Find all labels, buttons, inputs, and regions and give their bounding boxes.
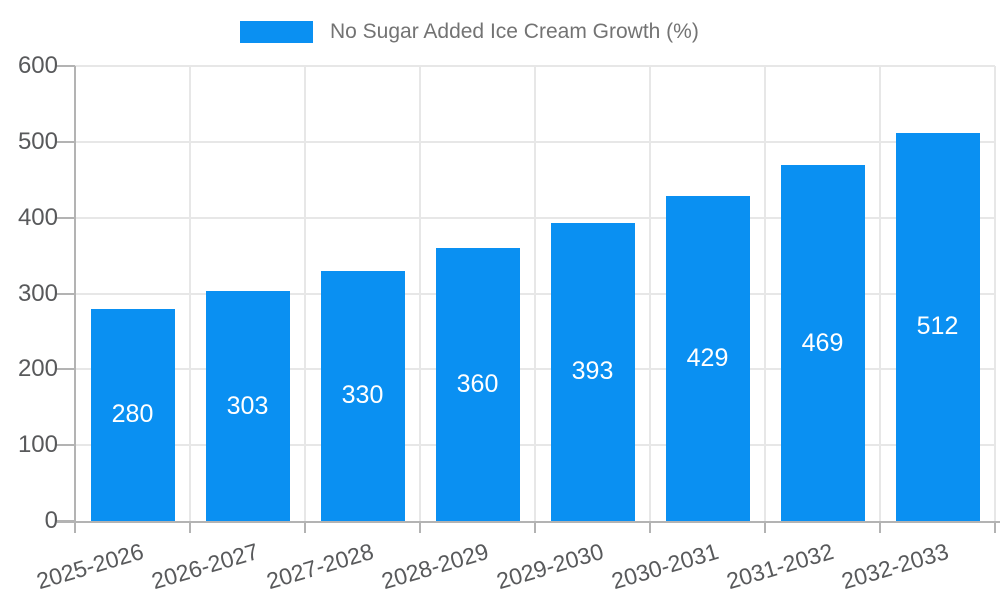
x-axis-line — [57, 521, 1000, 523]
y-tick-mark — [57, 140, 75, 143]
y-tick-label: 400 — [17, 203, 58, 231]
y-tick-mark — [57, 292, 75, 295]
y-tick-label: 300 — [17, 279, 58, 307]
x-tick-mark — [764, 521, 766, 533]
y-tick-mark — [57, 216, 75, 219]
bar-value-label: 393 — [571, 357, 614, 386]
bar[interactable]: 393 — [550, 222, 635, 521]
y-tick-mark — [57, 368, 75, 371]
gridline-v — [879, 66, 881, 521]
bar-value-label: 512 — [916, 312, 959, 341]
bar[interactable]: 280 — [90, 308, 175, 521]
x-tick-mark — [649, 521, 651, 533]
bar-value-label: 469 — [801, 328, 844, 357]
y-tick-mark — [57, 444, 75, 447]
y-tick-label: 500 — [17, 127, 58, 155]
gridline-v — [764, 66, 766, 521]
bar-value-label: 360 — [456, 370, 499, 398]
bar[interactable]: 360 — [435, 248, 520, 521]
gridline-v — [189, 66, 191, 521]
gridline-v — [994, 66, 996, 521]
gridline-v — [304, 66, 306, 521]
x-tick-mark — [189, 521, 191, 533]
legend[interactable]: No Sugar Added Ice Cream Growth (%) — [240, 18, 699, 46]
y-tick-label: 100 — [17, 431, 58, 459]
bar-value-label: 330 — [341, 381, 384, 410]
bar-value-label: 303 — [226, 391, 269, 420]
gridline-v — [419, 66, 421, 521]
bar[interactable]: 303 — [205, 291, 290, 521]
legend-label: No Sugar Added Ice Cream Growth (%) — [330, 20, 699, 43]
y-tick-mark — [57, 65, 75, 67]
x-tick-mark — [879, 521, 881, 533]
y-tick-label: 0 — [44, 507, 58, 534]
bar[interactable]: 469 — [780, 165, 865, 521]
y-axis-line — [74, 66, 76, 533]
legend-swatch-icon — [240, 21, 313, 43]
bar[interactable]: 330 — [320, 270, 405, 521]
x-tick-mark — [419, 521, 421, 533]
bar-value-label: 280 — [111, 400, 154, 429]
bar-value-label: 429 — [686, 343, 729, 372]
plot-area: 0 100 200 300 400 500 600 280 303 330 360 393 429 469… — [18, 53, 1000, 594]
x-tick-mark — [994, 521, 996, 533]
y-tick-label: 600 — [17, 52, 58, 79]
gridline-v — [534, 66, 536, 521]
x-tick-mark — [534, 521, 536, 533]
gridline-v — [649, 66, 651, 521]
y-tick-label: 200 — [17, 355, 58, 383]
x-tick-mark — [304, 521, 306, 533]
bar[interactable]: 429 — [665, 195, 750, 521]
bar[interactable]: 512 — [895, 132, 980, 521]
